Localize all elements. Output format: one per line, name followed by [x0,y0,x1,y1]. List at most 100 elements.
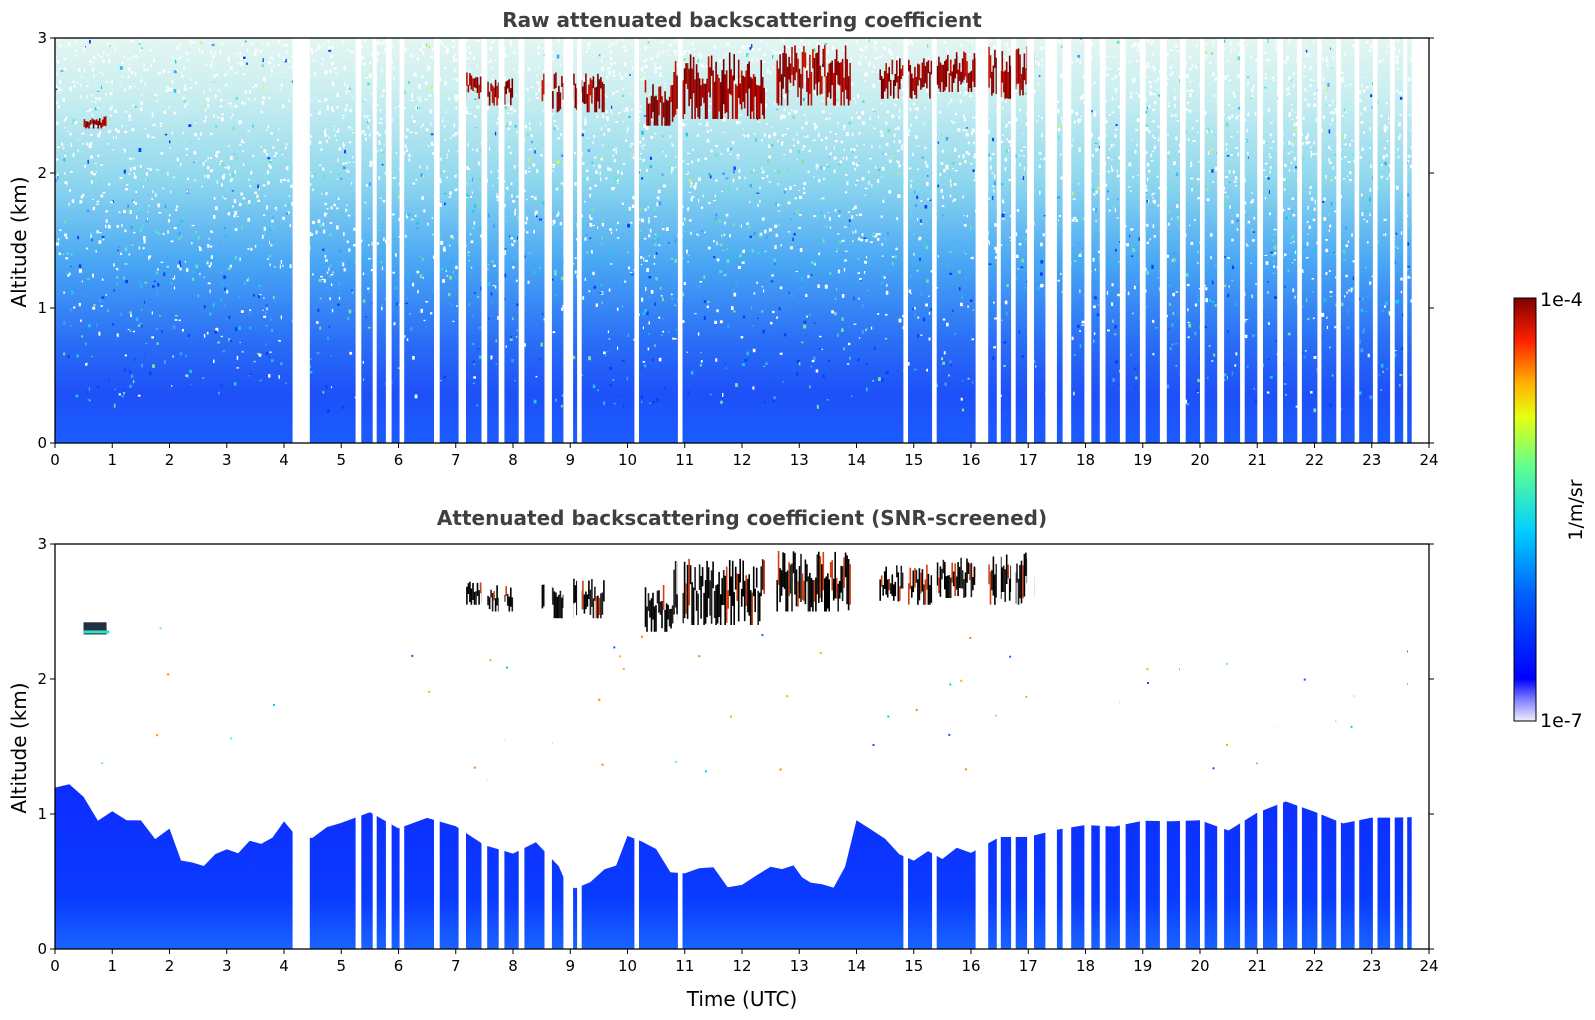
speckle-pixel [1370,94,1373,98]
speckle-pixel [1059,73,1063,78]
speckle-pixel [346,85,349,89]
speckle-pixel [622,88,625,90]
speckle-pixel [878,169,880,171]
speckle-pixel [597,389,599,392]
speckle-pixel [669,135,672,138]
speckle-pixel [504,251,506,255]
speckle-pixel [781,134,784,137]
speckle-pixel [592,98,594,100]
speckle-pixel [420,99,422,102]
speckle-pixel [1023,146,1026,148]
speckle-pixel [713,200,716,202]
speckle-pixel [772,378,775,381]
speckle-pixel [113,263,115,267]
speckle-pixel [174,319,178,321]
speckle-pixel [837,233,840,235]
speckle-pixel [496,122,499,125]
speckle-pixel [221,113,224,116]
speckle-pixel [477,202,480,205]
speckle-pixel [395,253,397,257]
speckle-pixel [74,49,77,53]
speckle-pixel [855,180,857,183]
speckle-pixel [348,309,352,314]
speckle-pixel [1077,49,1079,51]
speckle-pixel [683,230,686,233]
speckle-pixel [113,289,115,292]
speckle-pixel [487,106,489,110]
speckle-pixel [542,313,544,316]
speckle-pixel [80,319,82,322]
speckle-pixel [126,50,128,51]
speckle-pixel [852,240,854,243]
speckle-pixel [237,63,240,65]
speckle-pixel [450,235,454,238]
speckle-pixel [509,108,511,111]
speckle-pixel [58,252,61,256]
speckle-pixel [425,98,428,101]
speckle-pixel [865,73,868,76]
speckle-pixel [318,164,322,166]
speckle-pixel [91,355,93,358]
speckle-pixel [353,227,356,231]
speckle-pixel [627,223,630,228]
speckle-pixel [1264,254,1268,256]
speckle-pixel [940,188,943,193]
speckle-pixel [641,145,643,149]
speckle-pixel [656,56,658,59]
speckle-pixel [229,66,233,70]
speckle-pixel [1039,190,1041,195]
speckle-pixel [901,144,903,148]
speckle-pixel [861,330,864,334]
speckle-pixel [523,343,526,347]
speckle-pixel [161,330,163,334]
speckle-pixel [376,52,380,56]
speckle-pixel [64,67,67,71]
speckle-pixel [1190,241,1194,245]
speckle-pixel [645,169,648,172]
speckle-pixel [584,121,587,126]
speckle-pixel [250,170,253,175]
speckle-pixel [474,204,476,209]
speckle-pixel [438,203,442,207]
speckle-pixel [239,257,241,261]
speckle-pixel [58,80,62,84]
speckle-pixel [108,60,111,64]
speckle-pixel [179,42,182,45]
speckle-pixel [1133,285,1136,290]
speckle-pixel [829,217,831,221]
speckle-pixel [1386,367,1388,370]
speckle-pixel [1169,347,1172,351]
speckle-pixel [924,83,926,88]
speckle-pixel [703,300,707,303]
speckle-pixel [445,66,447,70]
speckle-pixel [172,278,174,280]
speckle-pixel [1116,217,1119,219]
speckle-pixel [381,306,383,311]
speckle-pixel [762,329,765,334]
speckle-pixel [284,204,287,207]
speckle-pixel [329,290,331,294]
speckle-pixel [773,51,775,53]
speckle-pixel [560,133,562,137]
speckle-pixel [773,396,776,400]
speckle-pixel [674,239,677,244]
speckle-pixel [917,51,919,53]
speckle-pixel [740,336,744,339]
speckle-pixel [207,244,210,248]
speckle-pixel [1292,288,1295,293]
speckle-pixel [639,229,643,232]
speckle-pixel [323,279,326,283]
speckle-pixel [1245,334,1248,339]
speckle-pixel [1255,68,1257,71]
speckle-pixel [132,224,135,225]
speckle-pixel [667,242,670,244]
speckle-pixel [1370,47,1372,49]
speckle-pixel [1282,363,1284,366]
speckle-pixel [858,61,862,66]
speckle-pixel [109,114,112,117]
speckle-pixel [363,378,365,381]
speckle-pixel [732,254,736,258]
speckle-pixel [431,289,434,293]
speckle-pixel [753,232,757,236]
speckle-pixel [587,42,591,47]
